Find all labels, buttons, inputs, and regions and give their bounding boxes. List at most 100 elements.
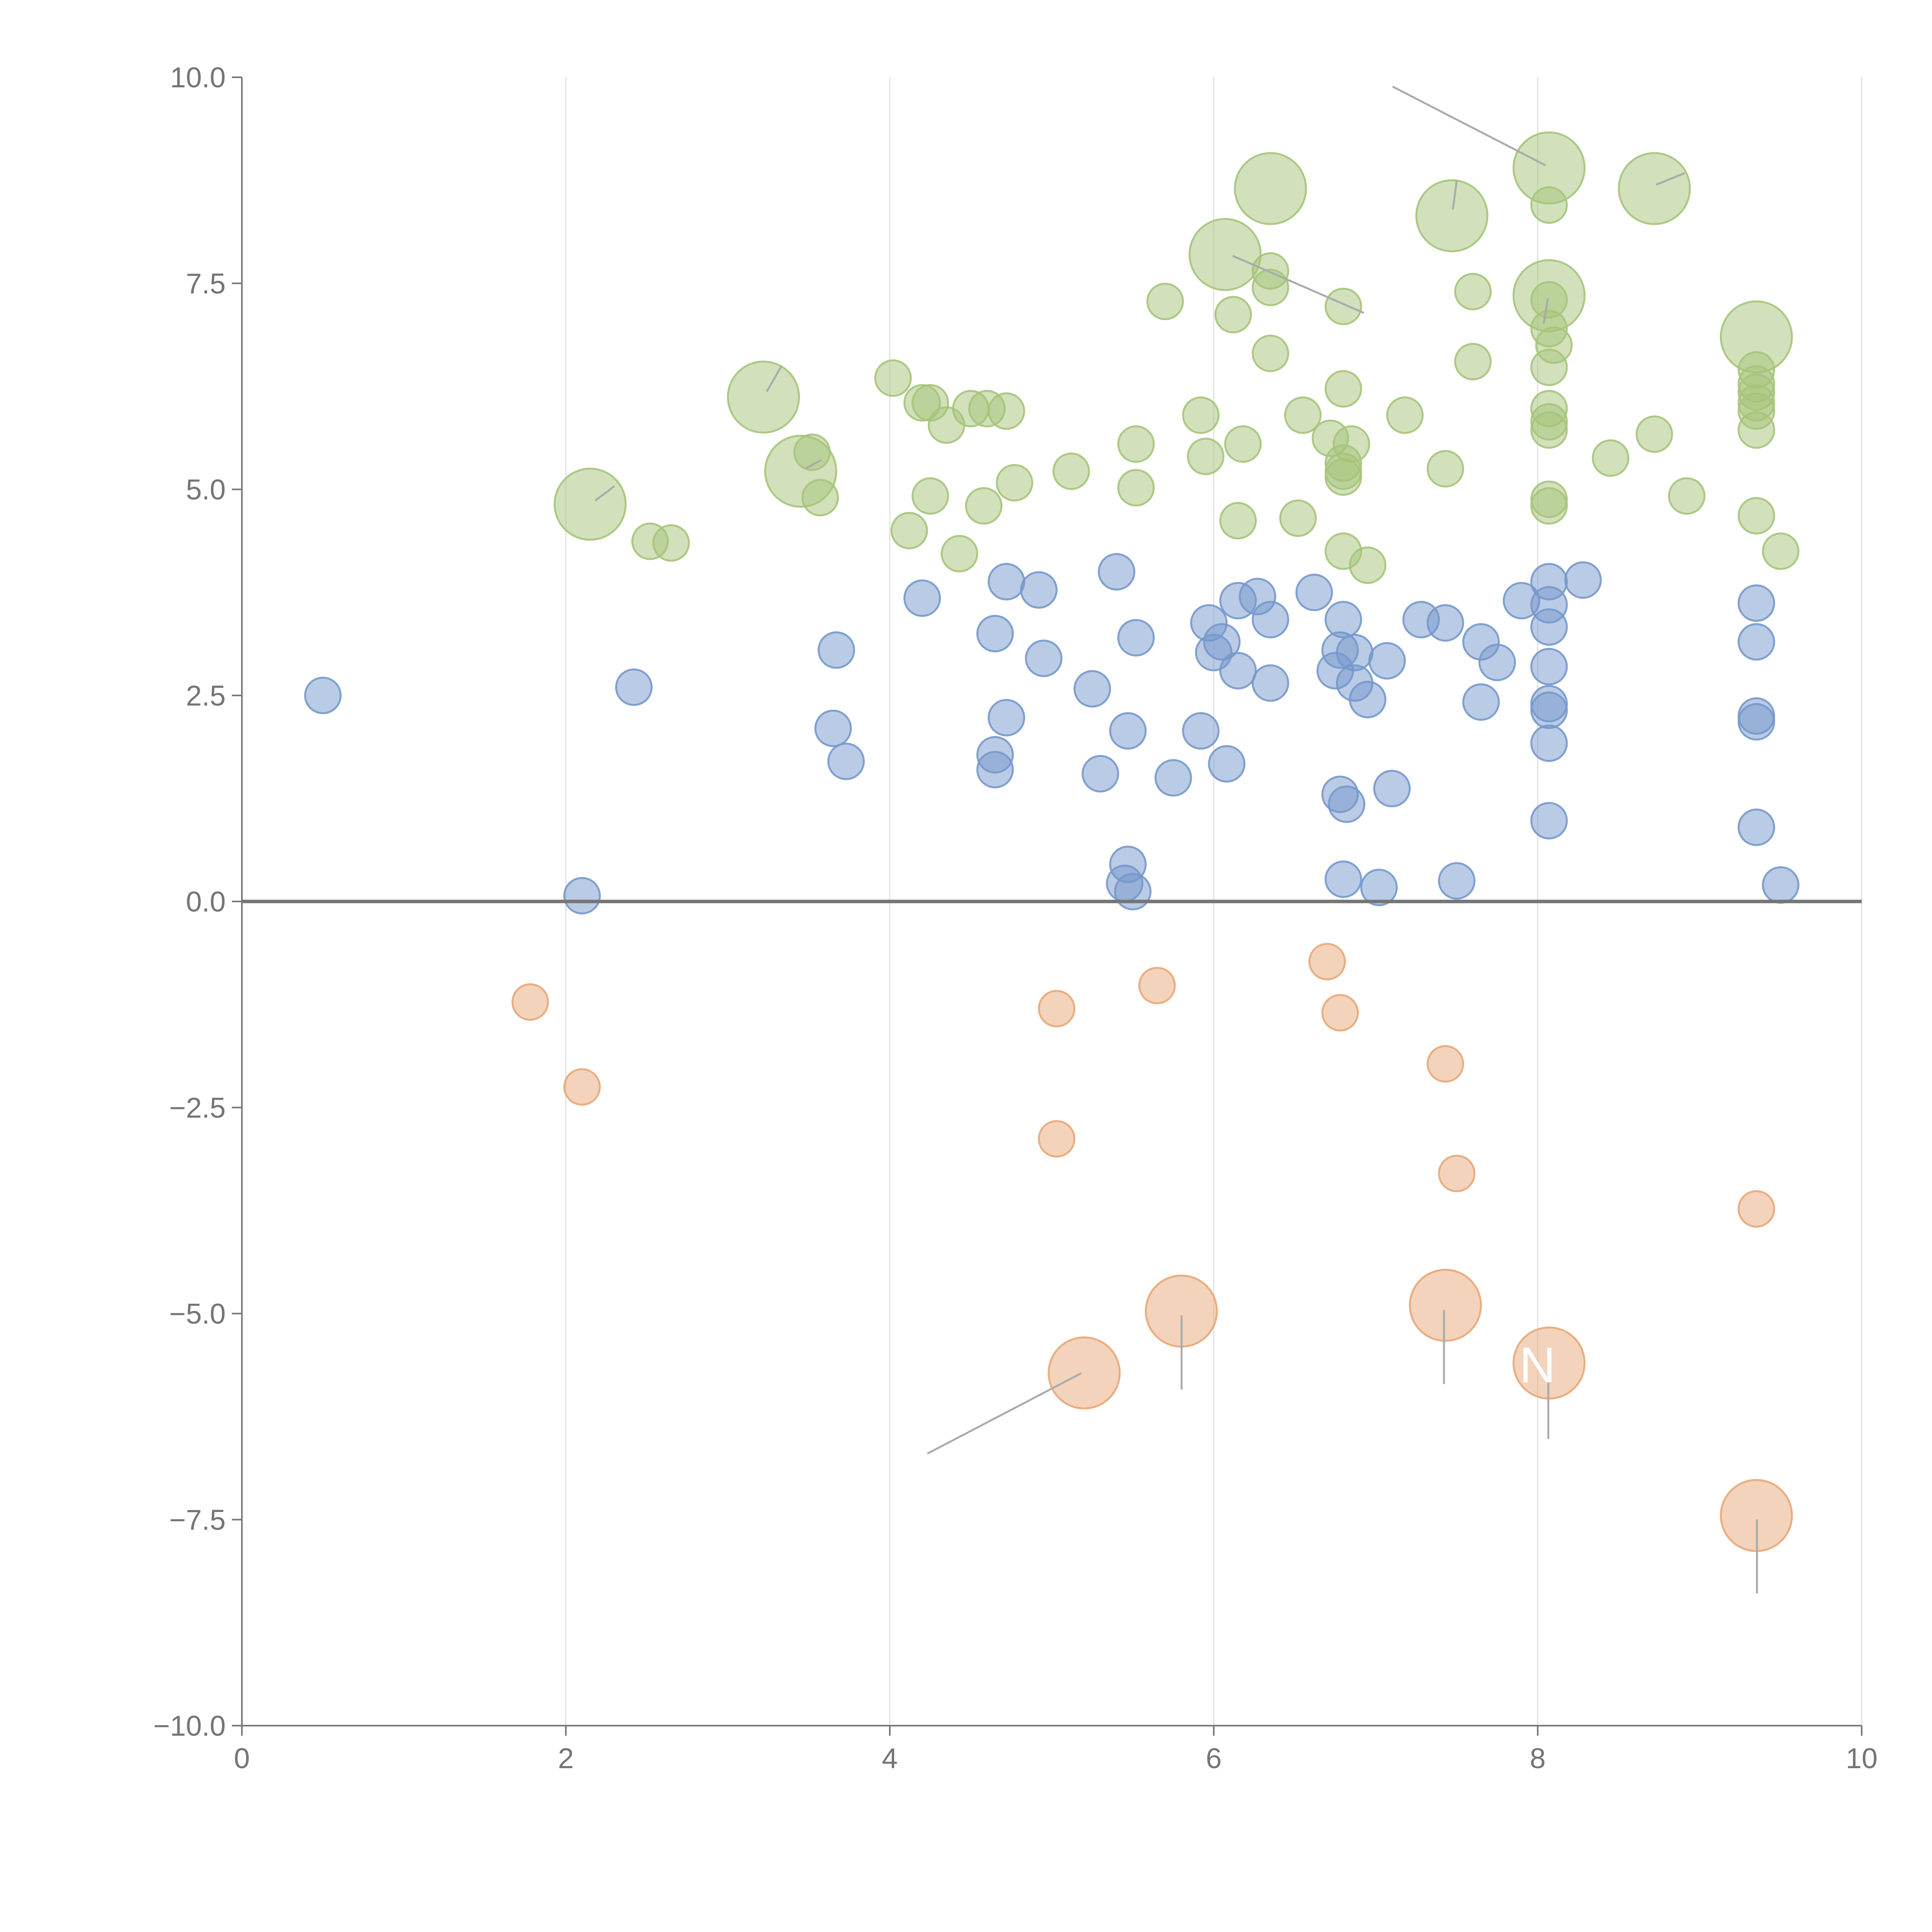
green-bubble: [1214, 296, 1252, 333]
x-tick-label: 0: [234, 1742, 250, 1774]
y-tick-label: 2.5: [186, 680, 226, 712]
x-tick-label: 4: [882, 1742, 898, 1774]
y-tick-label: 10.0: [170, 61, 226, 94]
x-tick-label: 8: [1530, 1742, 1546, 1774]
green-bubble: [1117, 469, 1155, 507]
green-bubble: [1617, 152, 1691, 225]
blue-bubble: [1738, 808, 1776, 846]
orange-bubble: [1308, 943, 1346, 981]
orange-bubble: [1409, 1269, 1482, 1342]
y-ticks: 10.0 7.5 5.0 2.5 0.0 −2.5 −5.0 −7.5 −10.0: [153, 61, 242, 1742]
blue-bubble: [1530, 648, 1568, 685]
green-bubble: [1234, 152, 1307, 225]
leader-line: [765, 366, 782, 393]
green-bubble: [1530, 411, 1568, 449]
leader-line: [805, 459, 822, 469]
orange-bubble: [1738, 1190, 1776, 1228]
green-bubble: [1187, 437, 1225, 475]
blue-bubble: [1738, 584, 1776, 622]
green-bubble: [1224, 425, 1262, 463]
green-bubble: [652, 524, 690, 562]
green-bubble: [1668, 477, 1706, 515]
orange-bubble: [1427, 1045, 1464, 1083]
orange-series: [511, 943, 1793, 1552]
orange-bubble: [1138, 967, 1176, 1005]
x-tick-label: 6: [1206, 1742, 1222, 1774]
orange-bubble: [1038, 1120, 1076, 1158]
blue-bubble: [814, 709, 852, 747]
blue-bubble: [1438, 862, 1476, 900]
green-bubble: [928, 406, 966, 444]
orange-bubble: [1321, 994, 1359, 1032]
blue-bubble: [615, 668, 653, 706]
blue-bubble: [1325, 860, 1362, 898]
green-bubble: [1530, 186, 1568, 224]
y-tick-label: −7.5: [169, 1504, 226, 1536]
green-bubble: [1279, 499, 1317, 537]
green-bubble: [727, 361, 800, 434]
blue-bubble: [1360, 869, 1398, 906]
blue-bubble: [1462, 683, 1500, 721]
green-bubble: [1117, 425, 1155, 463]
green-bubble: [1386, 396, 1424, 434]
blue-bubble: [1530, 802, 1568, 840]
blue-bubble: [1182, 712, 1220, 750]
green-series: [553, 131, 1799, 584]
leader-line: [1232, 255, 1364, 314]
green-bubble: [1146, 282, 1184, 320]
green-bubble: [1052, 452, 1090, 490]
y-tick-label: −5.0: [169, 1298, 226, 1330]
blue-bubble: [1738, 703, 1776, 741]
green-bubble: [1325, 370, 1362, 408]
y-tick-label: 5.0: [186, 474, 226, 506]
blue-bubble: [988, 699, 1026, 736]
blue-bubble: [1349, 680, 1386, 718]
blue-bubble: [563, 877, 601, 915]
green-bubble: [1349, 546, 1386, 584]
blue-bubble: [1368, 642, 1406, 680]
blue-bubble: [1530, 608, 1568, 646]
leader-line: [1392, 85, 1546, 167]
green-bubble: [1738, 411, 1776, 449]
blue-bubble: [976, 615, 1014, 653]
orange-bubble: [1438, 1155, 1476, 1192]
x-tick-label: 2: [558, 1742, 574, 1774]
green-bubble: [874, 359, 912, 397]
green-bubble: [1252, 335, 1289, 372]
orange-bubble: [1048, 1336, 1121, 1410]
blue-bubble: [1427, 604, 1464, 642]
green-bubble: [1325, 458, 1362, 496]
green-bubble: [1762, 532, 1799, 570]
blue-bubble: [1114, 872, 1152, 910]
blue-bubble: [1564, 561, 1602, 599]
x-tick-label: 10: [1846, 1742, 1878, 1774]
green-bubble: [801, 479, 839, 517]
green-bubble: [1427, 450, 1464, 488]
blue-bubble: [1208, 745, 1246, 783]
leader-line: [927, 1372, 1082, 1455]
x-ticks: 0 2 4 6 8 10: [234, 1726, 1878, 1774]
green-bubble: [553, 468, 627, 541]
blue-bubble: [1252, 664, 1289, 702]
blue-bubble: [1073, 670, 1111, 708]
blue-bubble: [1373, 770, 1411, 808]
y-tick-label: 0.0: [186, 886, 226, 918]
green-bubble: [890, 512, 928, 549]
orange-bubble: [1038, 990, 1076, 1027]
blue-bubble: [1020, 571, 1058, 609]
green-bubble: [996, 464, 1034, 502]
blue-bubble: [1117, 619, 1155, 656]
bubble-series: [304, 131, 1799, 1552]
green-bubble: [988, 392, 1026, 430]
green-bubble: [1219, 502, 1257, 540]
blue-bubble: [1098, 553, 1136, 591]
annotation-label: N: [1519, 1337, 1556, 1393]
green-bubble: [1252, 269, 1289, 306]
blue-bubble: [1252, 601, 1289, 639]
leader-line: [594, 485, 615, 502]
blue-bubble: [976, 751, 1014, 789]
green-bubble: [940, 535, 978, 573]
blue-bubble: [1478, 643, 1516, 681]
green-bubble: [1284, 396, 1322, 434]
